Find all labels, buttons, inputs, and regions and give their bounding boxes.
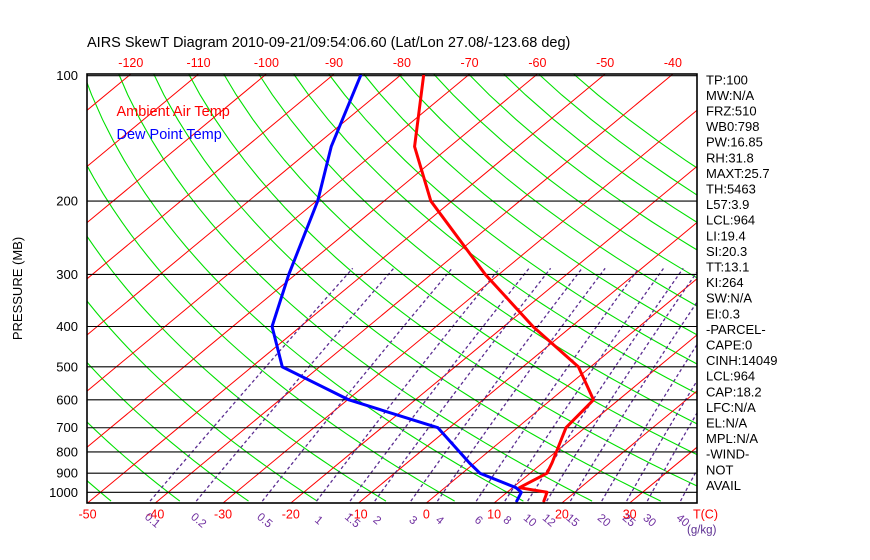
svg-text:20: 20 xyxy=(595,512,613,529)
svg-text:500: 500 xyxy=(56,359,78,374)
svg-text:LCL:964: LCL:964 xyxy=(706,369,755,384)
svg-text:EL:N/A: EL:N/A xyxy=(706,416,748,431)
svg-text:30: 30 xyxy=(640,512,658,529)
svg-text:CAPE:0: CAPE:0 xyxy=(706,338,752,353)
svg-text:6: 6 xyxy=(472,514,485,527)
svg-text:-60: -60 xyxy=(528,56,546,70)
svg-text:-PARCEL-: -PARCEL- xyxy=(706,322,766,337)
svg-text:MAXT:25.7: MAXT:25.7 xyxy=(706,166,770,181)
svg-text:3: 3 xyxy=(406,514,419,527)
svg-text:-120: -120 xyxy=(118,56,143,70)
svg-text:2: 2 xyxy=(370,514,383,527)
svg-text:4: 4 xyxy=(433,514,446,528)
svg-text:-20: -20 xyxy=(282,508,300,522)
svg-text:TT:13.1: TT:13.1 xyxy=(706,260,749,275)
svg-text:L57:3.9: L57:3.9 xyxy=(706,197,749,212)
svg-text:SW:N/A: SW:N/A xyxy=(706,291,752,306)
svg-text:MPL:N/A: MPL:N/A xyxy=(706,431,758,446)
svg-text:AIRS SkewT Diagram 2010-09-21/: AIRS SkewT Diagram 2010-09-21/09:54:06.6… xyxy=(87,35,570,51)
svg-text:-80: -80 xyxy=(393,56,411,70)
svg-text:-50: -50 xyxy=(596,56,614,70)
svg-text:Dew Point Temp: Dew Point Temp xyxy=(117,127,222,143)
svg-text:10: 10 xyxy=(521,512,539,529)
svg-text:MW:N/A: MW:N/A xyxy=(706,88,754,103)
svg-text:-40: -40 xyxy=(664,56,682,70)
svg-text:900: 900 xyxy=(56,466,78,481)
svg-text:LI:19.4: LI:19.4 xyxy=(706,228,746,243)
svg-text:LCL:964: LCL:964 xyxy=(706,213,755,228)
svg-text:-WIND-: -WIND- xyxy=(706,447,749,462)
svg-text:0.2: 0.2 xyxy=(188,511,208,530)
svg-text:CINH:14049: CINH:14049 xyxy=(706,353,778,368)
svg-text:-90: -90 xyxy=(325,56,343,70)
svg-text:8: 8 xyxy=(501,514,514,527)
svg-text:TH:5463: TH:5463 xyxy=(706,182,756,197)
svg-text:600: 600 xyxy=(56,392,78,407)
svg-text:1: 1 xyxy=(312,514,325,527)
svg-text:WB0:798: WB0:798 xyxy=(706,119,759,134)
svg-text:SI:20.3: SI:20.3 xyxy=(706,244,747,259)
svg-text:NOT: NOT xyxy=(706,462,734,477)
svg-text:RH:31.8: RH:31.8 xyxy=(706,150,754,165)
svg-text:800: 800 xyxy=(56,444,78,459)
svg-text:-50: -50 xyxy=(78,508,96,522)
svg-text:400: 400 xyxy=(56,319,78,334)
svg-text:-110: -110 xyxy=(187,56,211,70)
svg-text:PRESSURE (MB): PRESSURE (MB) xyxy=(10,237,25,340)
svg-text:CAP:18.2: CAP:18.2 xyxy=(706,384,762,399)
svg-text:KI:264: KI:264 xyxy=(706,275,744,290)
svg-text:0: 0 xyxy=(423,508,430,522)
svg-text:10: 10 xyxy=(487,508,501,522)
svg-text:EI:0.3: EI:0.3 xyxy=(706,306,740,321)
svg-text:300: 300 xyxy=(56,267,78,282)
svg-text:0.5: 0.5 xyxy=(254,511,274,530)
svg-text:-30: -30 xyxy=(214,508,232,522)
svg-text:LFC:N/A: LFC:N/A xyxy=(706,400,756,415)
svg-text:AVAIL: AVAIL xyxy=(706,478,741,493)
svg-text:FRZ:510: FRZ:510 xyxy=(706,104,757,119)
svg-text:1000: 1000 xyxy=(49,485,78,500)
svg-text:(g/kg): (g/kg) xyxy=(687,525,717,537)
svg-text:-70: -70 xyxy=(461,56,479,70)
svg-text:100: 100 xyxy=(56,68,78,83)
svg-text:700: 700 xyxy=(56,420,78,435)
svg-text:Ambient Air Temp: Ambient Air Temp xyxy=(117,104,230,120)
svg-text:PW:16.85: PW:16.85 xyxy=(706,135,763,150)
svg-text:T(C): T(C) xyxy=(693,508,718,522)
svg-text:-100: -100 xyxy=(254,56,279,70)
svg-text:TP:100: TP:100 xyxy=(706,72,748,87)
svg-text:200: 200 xyxy=(56,194,78,209)
